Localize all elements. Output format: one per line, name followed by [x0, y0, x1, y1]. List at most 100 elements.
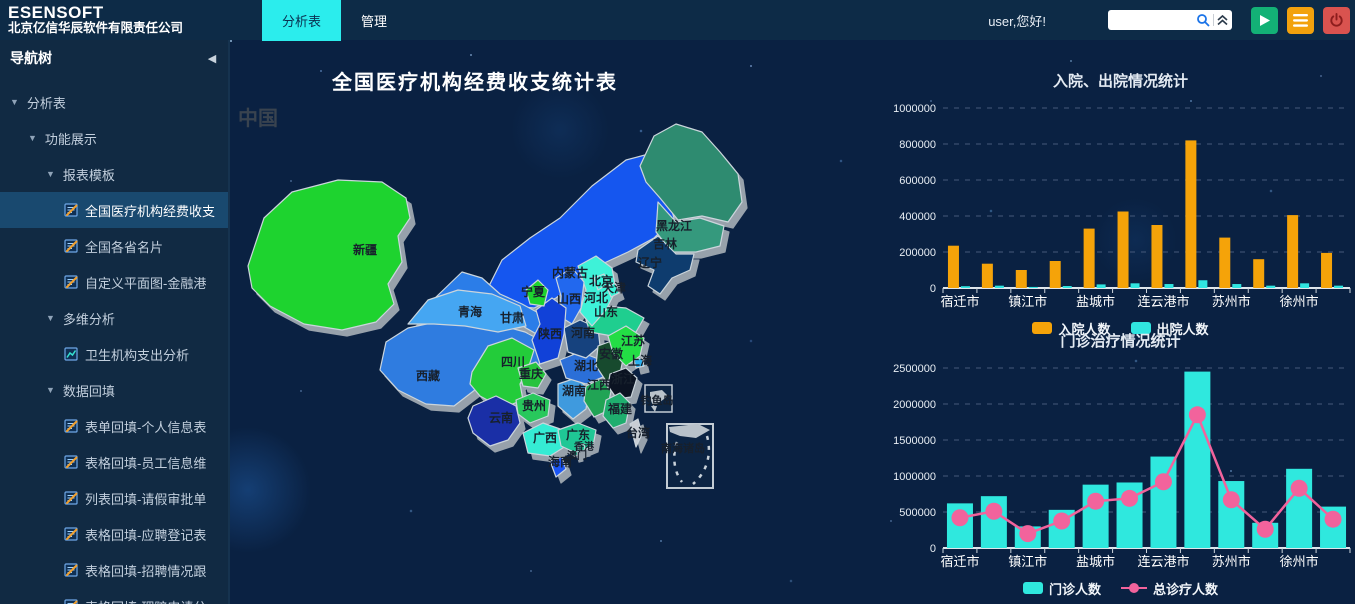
bar[interactable] — [1096, 284, 1106, 288]
province-河北[interactable] — [577, 255, 617, 327]
bar[interactable] — [1049, 261, 1061, 288]
bar[interactable] — [981, 263, 993, 288]
legend-item[interactable]: 门诊人数 — [1022, 579, 1101, 598]
bar[interactable] — [1185, 140, 1197, 288]
bar[interactable] — [1062, 286, 1072, 288]
tree-item-2[interactable]: ▼ 报表模板 — [0, 156, 228, 192]
legend-item[interactable]: 总诊疗人数 — [1121, 579, 1218, 598]
bar[interactable] — [1117, 211, 1129, 289]
tree-item-10[interactable]: 表格回填-员工信息维 — [0, 444, 228, 480]
map-title: 全国医疗机构经费收支统计表 — [332, 72, 618, 94]
province-福建[interactable] — [602, 392, 631, 429]
collapse-sidebar-icon[interactable]: ◀ — [207, 52, 217, 65]
bar[interactable] — [1198, 280, 1208, 288]
province-贵州[interactable] — [515, 392, 551, 424]
legend-item[interactable]: 入院人数 — [1032, 319, 1111, 338]
bar[interactable] — [1287, 215, 1299, 288]
tab-analysis[interactable]: 分析表 — [262, 0, 342, 41]
bar[interactable] — [994, 285, 1004, 288]
province-云南[interactable] — [467, 395, 521, 447]
bar[interactable] — [1150, 456, 1177, 548]
tab-manage[interactable]: 管理 — [361, 13, 388, 29]
line-point[interactable] — [1222, 491, 1240, 509]
caret-down-icon[interactable]: ▼ — [46, 313, 55, 323]
caret-down-icon[interactable]: ▼ — [46, 169, 55, 179]
tree-item-5[interactable]: 自定义平面图-金融港 — [0, 264, 228, 300]
province-辽宁[interactable] — [635, 235, 695, 295]
tree-item-label: 全国医疗机构经费收支 — [85, 203, 216, 219]
bar[interactable] — [1083, 228, 1095, 288]
province-台湾[interactable] — [629, 418, 643, 448]
province-label-青海: 青海 — [458, 304, 482, 319]
line-point[interactable] — [1019, 525, 1037, 543]
province-青海[interactable] — [407, 289, 527, 333]
line-point[interactable] — [1324, 510, 1342, 528]
caret-down-icon[interactable]: ▼ — [10, 97, 19, 107]
province-新疆[interactable] — [247, 179, 411, 331]
chevron-double-up-icon[interactable] — [1217, 14, 1228, 26]
line-point[interactable] — [1087, 492, 1105, 510]
bar[interactable] — [1321, 252, 1333, 288]
tree-item-4[interactable]: 全国各省名片 — [0, 228, 228, 264]
tree-item-1[interactable]: ▼ 功能展示 — [0, 120, 228, 156]
province-黑龙江[interactable] — [639, 123, 743, 223]
caret-down-icon[interactable]: ▼ — [28, 133, 37, 143]
tree-item-13[interactable]: 表格回填-招聘情况跟 — [0, 552, 228, 588]
menu-button[interactable] — [1287, 6, 1314, 34]
tree-item-6[interactable]: ▼ 多维分析 — [0, 300, 228, 336]
legend-item[interactable]: 出院人数 — [1130, 319, 1209, 338]
bar[interactable] — [960, 286, 970, 288]
caret-down-icon[interactable]: ▼ — [46, 385, 55, 395]
bar[interactable] — [1164, 284, 1174, 288]
province-重庆[interactable] — [517, 361, 547, 389]
search-input[interactable] — [1112, 13, 1196, 27]
tree-item-8[interactable]: ▼ 数据回填 — [0, 372, 228, 408]
bar[interactable] — [1015, 270, 1027, 288]
tree-item-12[interactable]: 表格回填-应聘登记表 — [0, 516, 228, 552]
line-point[interactable] — [1053, 512, 1071, 530]
province-香港[interactable] — [577, 443, 586, 452]
line-point[interactable] — [1290, 479, 1308, 497]
province-上海[interactable] — [633, 357, 645, 369]
province-四川[interactable] — [469, 337, 535, 409]
province-浙江[interactable] — [607, 367, 638, 400]
bar[interactable] — [1232, 284, 1242, 288]
province-广东[interactable] — [557, 422, 597, 454]
bar[interactable] — [1266, 285, 1276, 288]
tree-item-11[interactable]: 列表回填-请假审批单 — [0, 480, 228, 516]
search-box[interactable] — [1108, 10, 1232, 30]
province-北京[interactable] — [593, 273, 609, 291]
tree-item-3[interactable]: 全国医疗机构经费收支 — [0, 192, 228, 228]
bar[interactable] — [947, 245, 959, 288]
tree-item-7[interactable]: 卫生机构支出分析 — [0, 336, 228, 372]
bar[interactable] — [1218, 481, 1245, 548]
province-陕西[interactable] — [531, 297, 567, 365]
analysis-chart-icon — [64, 346, 79, 362]
bar[interactable] — [1253, 259, 1265, 288]
y-tick-label: 1500000 — [893, 435, 936, 447]
bar[interactable] — [1184, 371, 1211, 548]
run-button[interactable] — [1251, 6, 1278, 34]
tree-item-9[interactable]: 表单回填-个人信息表 — [0, 408, 228, 444]
tree-item-14[interactable]: 表格回填-理赔申请分 — [0, 588, 228, 604]
province-天津[interactable] — [606, 282, 620, 298]
province-澳门[interactable] — [572, 450, 579, 457]
bar[interactable] — [1151, 225, 1163, 288]
bar[interactable] — [1219, 237, 1231, 288]
line-point[interactable] — [1256, 520, 1274, 538]
search-icon[interactable] — [1196, 13, 1210, 27]
bar[interactable] — [1300, 283, 1310, 288]
bar[interactable] — [1028, 286, 1038, 288]
logout-button[interactable] — [1323, 6, 1350, 34]
line-point[interactable] — [951, 509, 969, 527]
line-point[interactable] — [985, 502, 1003, 520]
bar[interactable] — [1334, 285, 1344, 288]
line-point[interactable] — [1154, 473, 1172, 491]
province-江苏[interactable] — [607, 325, 645, 367]
tree-item-0[interactable]: ▼ 分析表 — [0, 84, 228, 120]
province-海南[interactable] — [549, 456, 567, 478]
bar[interactable] — [1130, 283, 1140, 288]
province-宁夏[interactable] — [525, 279, 549, 307]
line-point[interactable] — [1188, 406, 1206, 424]
line-point[interactable] — [1121, 489, 1139, 507]
